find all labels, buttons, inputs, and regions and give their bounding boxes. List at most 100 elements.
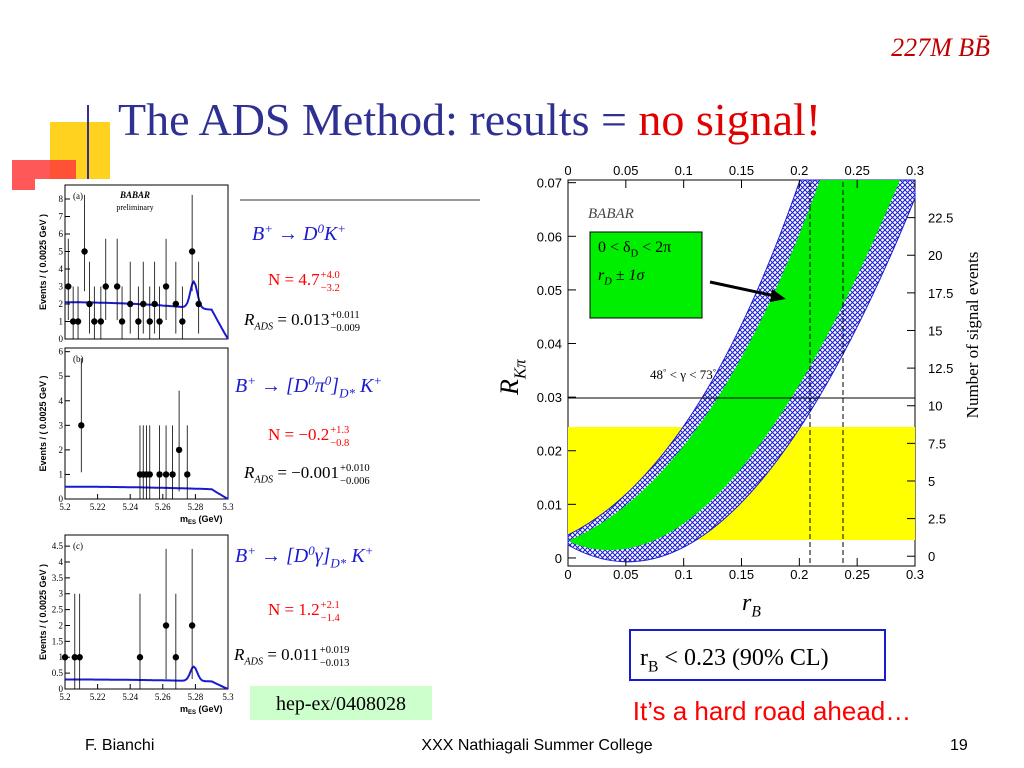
x-tick-label: 5.28	[188, 502, 204, 512]
formula-part: < 0.23 (90% CL)	[658, 645, 828, 671]
y-tick-label: 1	[59, 317, 64, 327]
formula: N = 1.2	[268, 600, 320, 619]
formula-part: ADS	[253, 474, 273, 485]
formula: rD ± 1σ	[598, 267, 646, 287]
y2-tick-label: 10	[928, 399, 942, 414]
formula: B+ → [D0π0]D* K+	[235, 373, 382, 401]
label-part: m	[180, 704, 188, 714]
panel-ylabel: Events / ( 0.0025 GeV )	[38, 214, 48, 310]
experiment-label: BABAR	[588, 206, 634, 222]
data-point	[175, 446, 183, 454]
formula-part: °	[663, 366, 666, 376]
x-tick-label-top: 0.15	[729, 163, 754, 178]
formula-part: = −0.001	[273, 463, 339, 482]
formula-part: 0 < δ	[598, 239, 631, 256]
y-tick-label: 3	[59, 589, 64, 599]
footer-right: 19	[950, 737, 968, 754]
y-tick-label: 4.5	[52, 541, 64, 551]
y-tick-label: 5	[59, 371, 64, 381]
formula-sub: −0.006	[340, 476, 370, 487]
data-point	[140, 300, 147, 308]
formula-part: π	[315, 375, 326, 397]
x-tick-label: 5.2	[59, 502, 70, 512]
y-tick-label: 7	[59, 212, 64, 222]
y-tick-label: 0.04	[537, 337, 562, 352]
label-part: (GeV)	[196, 514, 223, 524]
y-tick-label: 0	[59, 684, 64, 694]
data-point	[146, 318, 153, 325]
data-point	[162, 471, 170, 478]
x-tick-label: 0.3	[906, 567, 924, 582]
panel-experiment: BABAR	[119, 190, 150, 200]
y-tick-label: 0.01	[537, 497, 562, 512]
label-part: ES	[188, 710, 196, 716]
x-tick-label: 0.1	[675, 567, 693, 582]
x-tick-label: 5.2	[59, 692, 70, 702]
x-tick-label: 5.3	[222, 692, 234, 702]
formula-part: D	[631, 248, 639, 259]
formula-part: B	[751, 604, 761, 621]
data-point	[76, 654, 83, 661]
formula-part: K	[355, 375, 375, 397]
y2-tick-label: 0	[928, 549, 935, 564]
data-point	[188, 622, 196, 629]
x-tick-label: 5.28	[188, 692, 204, 702]
x-tick-label: 5.3	[222, 502, 234, 512]
formula-sup: +4.0	[321, 270, 340, 281]
formula-part: +	[247, 543, 256, 558]
formula-part: D	[603, 276, 612, 287]
y-tick-label: 3	[59, 420, 64, 430]
result-box	[629, 629, 886, 681]
y-tick-label: 0.07	[537, 176, 562, 191]
formula-part: K	[346, 545, 366, 567]
formula: RADS = −0.001	[243, 463, 339, 485]
panel-ylabel: Events / ( 0.0025 GeV )	[38, 564, 48, 660]
data-point	[172, 654, 180, 661]
arrow	[709, 280, 781, 299]
formula-part: ADS	[243, 656, 263, 667]
title-emphasis: no signal!	[638, 94, 821, 145]
formula-part: < γ < 73	[666, 367, 712, 382]
y-tick-label: 0.06	[537, 229, 562, 244]
slide-title: The ADS Method: results = no signal!	[118, 94, 821, 145]
data-point	[113, 283, 121, 290]
y-tick-label: 8	[59, 194, 64, 204]
y-tick-label: 0.03	[537, 390, 562, 405]
y-tick-label: 3	[59, 282, 64, 292]
data-point	[65, 283, 72, 290]
data-point	[184, 471, 191, 478]
x-tick-label: 0.2	[790, 567, 808, 582]
y-tick-label: 6	[59, 229, 64, 239]
formula: N = 4.7	[268, 270, 320, 289]
data-point	[172, 300, 180, 308]
formula-part: ± 1σ	[612, 267, 646, 284]
formula-part: 0	[308, 373, 315, 388]
formula-part: B	[235, 375, 247, 397]
formula-part: ]	[322, 545, 331, 567]
legend-box	[589, 231, 703, 319]
data-point	[127, 300, 134, 308]
formula: B+ → [D0γ]D* K+	[235, 543, 373, 571]
data-point	[74, 318, 82, 325]
formula-part: 48	[650, 367, 663, 382]
x-tick-label: 5.24	[122, 692, 138, 702]
formula: B+ → D0K+	[252, 221, 346, 245]
formula-part: 0	[308, 543, 315, 558]
footer-center: XXX Nathiagali Summer College	[421, 737, 652, 754]
y-tick-label: 6	[59, 347, 64, 357]
formula-part: Kπ	[510, 359, 529, 380]
x-tick-label: 5.26	[155, 692, 171, 702]
formula-part: K	[323, 223, 339, 245]
label-part: ES	[188, 520, 196, 526]
formula-part: R	[243, 463, 255, 482]
y-tick-label: 5	[59, 247, 64, 257]
formula-part: +	[373, 373, 382, 388]
y-tick-label: 1	[59, 652, 64, 662]
reference-box	[250, 686, 432, 720]
formula-part: B	[235, 545, 247, 567]
y-tick-label: 4	[59, 264, 64, 274]
x-tick-label-top: 0.05	[613, 163, 638, 178]
label-part: (GeV)	[196, 704, 223, 714]
formula-part: +	[247, 373, 256, 388]
formula-part: R	[243, 310, 255, 329]
